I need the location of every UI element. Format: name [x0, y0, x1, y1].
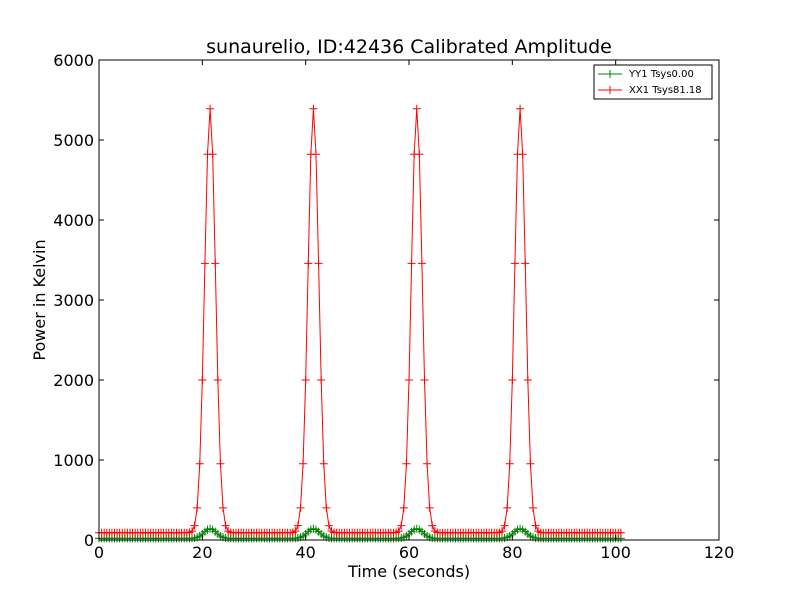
y-tick-label: 3000 [53, 291, 94, 310]
x-tick-label: 20 [192, 543, 212, 562]
data-point [309, 104, 318, 113]
ticks-layer: 0 20 40 60 80 100 120 0 1000 2000 3000 4000 5000 6000 [53, 51, 734, 562]
data-point [188, 527, 196, 536]
data-point [193, 503, 202, 512]
data-point [503, 503, 512, 512]
data-point [498, 527, 506, 536]
data-point [521, 259, 530, 268]
data-point [314, 259, 323, 268]
data-point [523, 375, 532, 384]
data-point [219, 503, 227, 512]
data-point [211, 259, 220, 268]
chart-title: sunaurelio, ID:42436 Calibrated Amplitud… [206, 36, 612, 58]
data-point [510, 259, 519, 268]
data-point [304, 259, 313, 268]
data-point [293, 521, 302, 530]
legend-marker-xx1 [606, 86, 614, 94]
y-tick-label: 6000 [53, 51, 94, 70]
data-point [312, 150, 320, 159]
data-point [221, 521, 230, 530]
legend-label-xx1: XX1 Tsys81.18 [629, 85, 702, 96]
legend: YY1 Tsys0.00 XX1 Tsys81.18 [593, 64, 713, 100]
y-tick-label: 0 [84, 531, 94, 550]
x-axis-label: Time (seconds) [347, 562, 470, 581]
y-tick-label: 5000 [53, 131, 94, 150]
y-axis-label: Power in Kelvin [30, 239, 49, 360]
series-layer [95, 104, 625, 543]
x-tick-label: 120 [704, 543, 735, 562]
data-point [190, 521, 199, 530]
data-point [324, 521, 333, 530]
data-point [518, 150, 527, 159]
data-point [505, 459, 514, 468]
x-tick-label: 0 [94, 543, 104, 562]
y-tick-label: 4000 [53, 211, 94, 230]
data-point [516, 104, 525, 113]
data-point [428, 521, 437, 530]
legend-box [593, 64, 713, 100]
data-point [415, 150, 424, 159]
series-1 [95, 104, 625, 537]
y-tick-label: 2000 [53, 371, 94, 390]
x-tick-label: 60 [399, 543, 419, 562]
data-point [216, 459, 225, 468]
data-point [616, 528, 625, 537]
data-point [526, 459, 535, 468]
data-point [405, 375, 413, 384]
data-point [425, 503, 434, 512]
x-tick-label: 40 [295, 543, 315, 562]
data-point [420, 375, 429, 384]
data-point [402, 459, 411, 468]
data-point [319, 459, 328, 468]
data-point [301, 375, 310, 384]
data-point [208, 150, 217, 159]
series-0 [95, 524, 625, 543]
data-point [317, 375, 326, 384]
x-tick-label: 100 [600, 543, 631, 562]
plot-background [99, 60, 719, 540]
data-point [529, 503, 537, 512]
data-point [423, 459, 432, 468]
data-point [399, 503, 408, 512]
data-point [299, 459, 308, 468]
data-point [195, 459, 204, 468]
data-point [500, 521, 509, 530]
data-point [397, 521, 406, 530]
data-point [394, 527, 403, 536]
legend-marker-yy1 [606, 70, 614, 78]
data-point [508, 375, 517, 384]
data-point [407, 259, 416, 268]
data-point [531, 521, 540, 530]
data-point [198, 375, 207, 384]
data-point [322, 503, 331, 512]
data-point [213, 375, 222, 384]
legend-label-yy1: YY1 Tsys0.00 [628, 69, 694, 80]
x-tick-label: 80 [502, 543, 522, 562]
data-point [417, 259, 426, 268]
data-point [412, 104, 421, 113]
data-point [200, 259, 209, 268]
y-tick-label: 1000 [53, 451, 94, 470]
data-point [206, 104, 215, 113]
data-point [296, 503, 305, 512]
data-point [291, 527, 300, 536]
